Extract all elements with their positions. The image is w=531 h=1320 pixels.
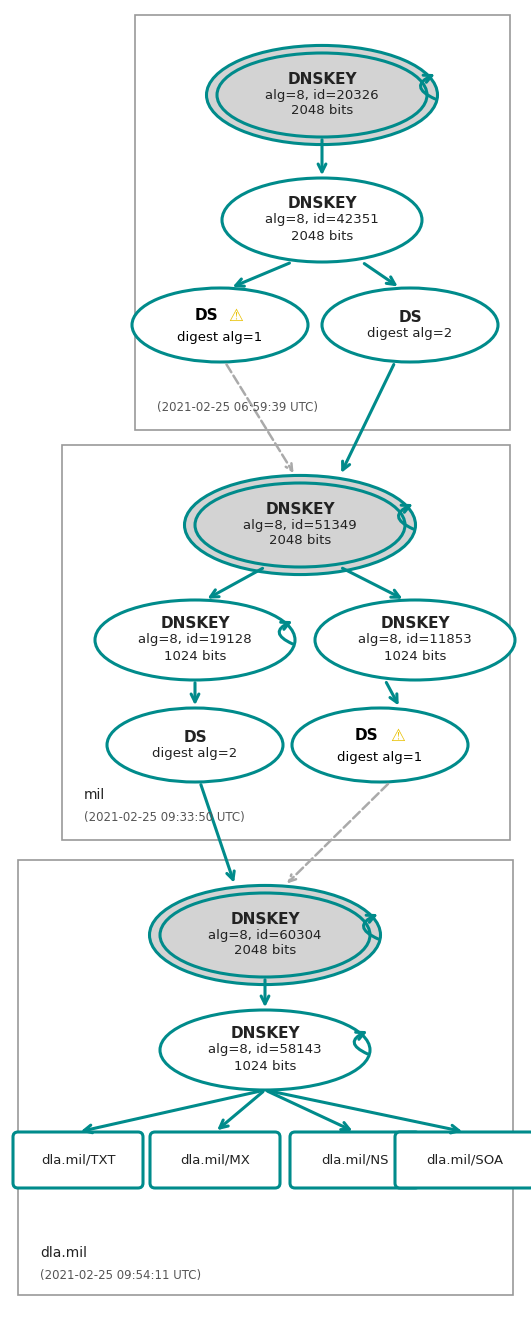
FancyBboxPatch shape xyxy=(62,445,510,840)
Text: DS: DS xyxy=(183,730,207,744)
Text: dla.mil/NS: dla.mil/NS xyxy=(321,1154,389,1167)
Text: (2021-02-25 09:33:50 UTC): (2021-02-25 09:33:50 UTC) xyxy=(84,812,245,825)
Ellipse shape xyxy=(160,1010,370,1090)
Text: alg=8, id=11853: alg=8, id=11853 xyxy=(358,634,472,647)
Text: 2048 bits: 2048 bits xyxy=(291,104,353,117)
Text: DS: DS xyxy=(354,729,378,743)
Ellipse shape xyxy=(132,288,308,362)
Text: 1024 bits: 1024 bits xyxy=(384,649,446,663)
Text: alg=8, id=51349: alg=8, id=51349 xyxy=(243,519,357,532)
Ellipse shape xyxy=(222,178,422,261)
Ellipse shape xyxy=(292,708,468,781)
Text: DS: DS xyxy=(398,309,422,325)
FancyBboxPatch shape xyxy=(13,1133,143,1188)
Text: 1024 bits: 1024 bits xyxy=(234,1060,296,1072)
Ellipse shape xyxy=(195,483,405,568)
Ellipse shape xyxy=(322,288,498,362)
Text: alg=8, id=60304: alg=8, id=60304 xyxy=(208,928,322,941)
Text: DNSKEY: DNSKEY xyxy=(380,616,450,631)
Ellipse shape xyxy=(107,708,283,781)
Text: DNSKEY: DNSKEY xyxy=(287,71,357,87)
Text: alg=8, id=42351: alg=8, id=42351 xyxy=(265,214,379,227)
Ellipse shape xyxy=(160,894,370,977)
Text: DNSKEY: DNSKEY xyxy=(230,1027,300,1041)
FancyBboxPatch shape xyxy=(290,1133,420,1188)
Text: (2021-02-25 09:54:11 UTC): (2021-02-25 09:54:11 UTC) xyxy=(40,1269,201,1282)
Text: 1024 bits: 1024 bits xyxy=(164,649,226,663)
Text: dla.mil/SOA: dla.mil/SOA xyxy=(426,1154,503,1167)
Text: dla.mil/TXT: dla.mil/TXT xyxy=(41,1154,115,1167)
Text: digest alg=2: digest alg=2 xyxy=(152,747,238,759)
Ellipse shape xyxy=(217,53,427,137)
Text: alg=8, id=20326: alg=8, id=20326 xyxy=(265,88,379,102)
Ellipse shape xyxy=(315,601,515,680)
Ellipse shape xyxy=(150,886,381,985)
Text: DNSKEY: DNSKEY xyxy=(287,197,357,211)
FancyBboxPatch shape xyxy=(18,861,513,1295)
Text: 2048 bits: 2048 bits xyxy=(291,230,353,243)
Text: alg=8, id=19128: alg=8, id=19128 xyxy=(138,634,252,647)
FancyBboxPatch shape xyxy=(150,1133,280,1188)
Text: ⚠: ⚠ xyxy=(391,727,406,744)
Text: DNSKEY: DNSKEY xyxy=(265,502,335,516)
Text: (2021-02-25 06:59:39 UTC): (2021-02-25 06:59:39 UTC) xyxy=(157,401,318,414)
Text: mil: mil xyxy=(84,788,105,803)
Text: alg=8, id=58143: alg=8, id=58143 xyxy=(208,1044,322,1056)
Ellipse shape xyxy=(207,45,438,145)
Text: DNSKEY: DNSKEY xyxy=(230,912,300,927)
Text: dla.mil: dla.mil xyxy=(40,1246,87,1261)
Text: DNSKEY: DNSKEY xyxy=(160,616,230,631)
Text: ⚠: ⚠ xyxy=(228,308,243,325)
Text: digest alg=1: digest alg=1 xyxy=(337,751,423,763)
Ellipse shape xyxy=(184,475,415,574)
Text: 2048 bits: 2048 bits xyxy=(269,535,331,548)
Text: digest alg=2: digest alg=2 xyxy=(367,326,452,339)
Text: DS: DS xyxy=(194,309,218,323)
Text: 2048 bits: 2048 bits xyxy=(234,945,296,957)
Ellipse shape xyxy=(95,601,295,680)
Text: digest alg=1: digest alg=1 xyxy=(177,330,263,343)
FancyBboxPatch shape xyxy=(135,15,510,430)
FancyBboxPatch shape xyxy=(395,1133,531,1188)
Text: dla.mil/MX: dla.mil/MX xyxy=(180,1154,250,1167)
